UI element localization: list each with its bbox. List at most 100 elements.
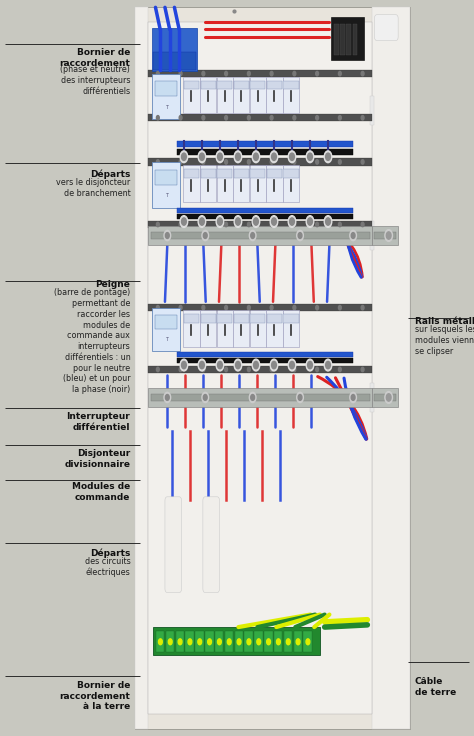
FancyBboxPatch shape bbox=[148, 22, 372, 714]
FancyBboxPatch shape bbox=[217, 81, 232, 89]
Circle shape bbox=[247, 116, 250, 120]
FancyBboxPatch shape bbox=[148, 304, 372, 311]
FancyBboxPatch shape bbox=[266, 165, 283, 202]
Circle shape bbox=[297, 230, 303, 241]
Text: (barre de pontage)
permettant de
raccorder les
modules de
commande aux
interrupt: (barre de pontage) permettant de raccord… bbox=[54, 289, 130, 394]
FancyBboxPatch shape bbox=[203, 497, 219, 592]
FancyBboxPatch shape bbox=[135, 7, 148, 729]
Circle shape bbox=[270, 305, 273, 310]
Circle shape bbox=[225, 116, 228, 120]
Circle shape bbox=[293, 222, 296, 227]
Circle shape bbox=[326, 218, 330, 225]
FancyBboxPatch shape bbox=[185, 631, 194, 652]
FancyBboxPatch shape bbox=[225, 631, 233, 652]
Circle shape bbox=[247, 305, 250, 310]
Circle shape bbox=[270, 151, 278, 163]
FancyBboxPatch shape bbox=[331, 17, 364, 60]
Circle shape bbox=[202, 71, 205, 76]
Circle shape bbox=[272, 153, 276, 160]
Circle shape bbox=[270, 367, 273, 372]
Circle shape bbox=[188, 639, 192, 645]
Circle shape bbox=[308, 218, 312, 225]
Circle shape bbox=[225, 160, 228, 164]
Circle shape bbox=[351, 233, 355, 238]
Circle shape bbox=[252, 216, 260, 227]
FancyBboxPatch shape bbox=[166, 631, 174, 652]
FancyBboxPatch shape bbox=[234, 169, 249, 178]
FancyBboxPatch shape bbox=[372, 388, 398, 407]
Text: Départs: Départs bbox=[90, 548, 130, 558]
Circle shape bbox=[203, 394, 207, 400]
FancyBboxPatch shape bbox=[205, 631, 213, 652]
FancyBboxPatch shape bbox=[195, 631, 204, 652]
Circle shape bbox=[234, 359, 242, 371]
Circle shape bbox=[306, 151, 314, 163]
Circle shape bbox=[324, 151, 332, 163]
Circle shape bbox=[234, 216, 242, 227]
FancyBboxPatch shape bbox=[266, 310, 283, 347]
Circle shape bbox=[251, 394, 255, 400]
Circle shape bbox=[324, 216, 332, 227]
Circle shape bbox=[225, 305, 228, 310]
Circle shape bbox=[165, 394, 169, 400]
Circle shape bbox=[254, 153, 258, 160]
Circle shape bbox=[180, 151, 188, 163]
FancyBboxPatch shape bbox=[152, 308, 180, 351]
FancyBboxPatch shape bbox=[303, 631, 312, 652]
Text: Peigne: Peigne bbox=[95, 280, 130, 289]
FancyBboxPatch shape bbox=[264, 631, 273, 652]
Circle shape bbox=[324, 359, 332, 371]
Circle shape bbox=[251, 233, 255, 238]
Circle shape bbox=[249, 230, 256, 241]
FancyBboxPatch shape bbox=[152, 74, 180, 119]
Text: Bornier de
raccordement
à la terre: Bornier de raccordement à la terre bbox=[59, 681, 130, 711]
FancyBboxPatch shape bbox=[184, 81, 199, 89]
Circle shape bbox=[316, 222, 319, 227]
FancyBboxPatch shape bbox=[148, 388, 372, 407]
Circle shape bbox=[270, 71, 273, 76]
Circle shape bbox=[216, 359, 224, 371]
Circle shape bbox=[237, 639, 241, 645]
FancyBboxPatch shape bbox=[283, 310, 299, 347]
Circle shape bbox=[200, 218, 204, 225]
Circle shape bbox=[202, 230, 209, 241]
Circle shape bbox=[308, 153, 312, 160]
FancyBboxPatch shape bbox=[283, 169, 299, 178]
Circle shape bbox=[247, 639, 251, 645]
FancyBboxPatch shape bbox=[250, 81, 265, 89]
FancyBboxPatch shape bbox=[250, 169, 265, 178]
FancyBboxPatch shape bbox=[283, 165, 299, 202]
Circle shape bbox=[202, 116, 205, 120]
Circle shape bbox=[306, 359, 314, 371]
FancyBboxPatch shape bbox=[177, 149, 353, 155]
Circle shape bbox=[276, 639, 280, 645]
Circle shape bbox=[297, 392, 303, 403]
Circle shape bbox=[306, 216, 314, 227]
Circle shape bbox=[178, 639, 182, 645]
Circle shape bbox=[208, 639, 211, 645]
Circle shape bbox=[168, 639, 172, 645]
FancyBboxPatch shape bbox=[267, 314, 282, 323]
Circle shape bbox=[257, 639, 261, 645]
FancyBboxPatch shape bbox=[235, 631, 243, 652]
Circle shape bbox=[179, 116, 182, 120]
Circle shape bbox=[338, 222, 341, 227]
FancyBboxPatch shape bbox=[200, 77, 216, 113]
FancyBboxPatch shape bbox=[267, 169, 282, 178]
Circle shape bbox=[179, 71, 182, 76]
Circle shape bbox=[164, 230, 171, 241]
FancyBboxPatch shape bbox=[250, 77, 266, 113]
Circle shape bbox=[236, 218, 240, 225]
Text: Interrupteur
différentiel: Interrupteur différentiel bbox=[67, 412, 130, 432]
Circle shape bbox=[165, 233, 169, 238]
Circle shape bbox=[351, 394, 355, 400]
Circle shape bbox=[296, 639, 300, 645]
Circle shape bbox=[156, 222, 159, 227]
Circle shape bbox=[290, 361, 294, 369]
Circle shape bbox=[361, 367, 364, 372]
FancyBboxPatch shape bbox=[283, 314, 299, 323]
Circle shape bbox=[180, 216, 188, 227]
Circle shape bbox=[202, 160, 205, 164]
Circle shape bbox=[308, 361, 312, 369]
Circle shape bbox=[156, 160, 159, 164]
